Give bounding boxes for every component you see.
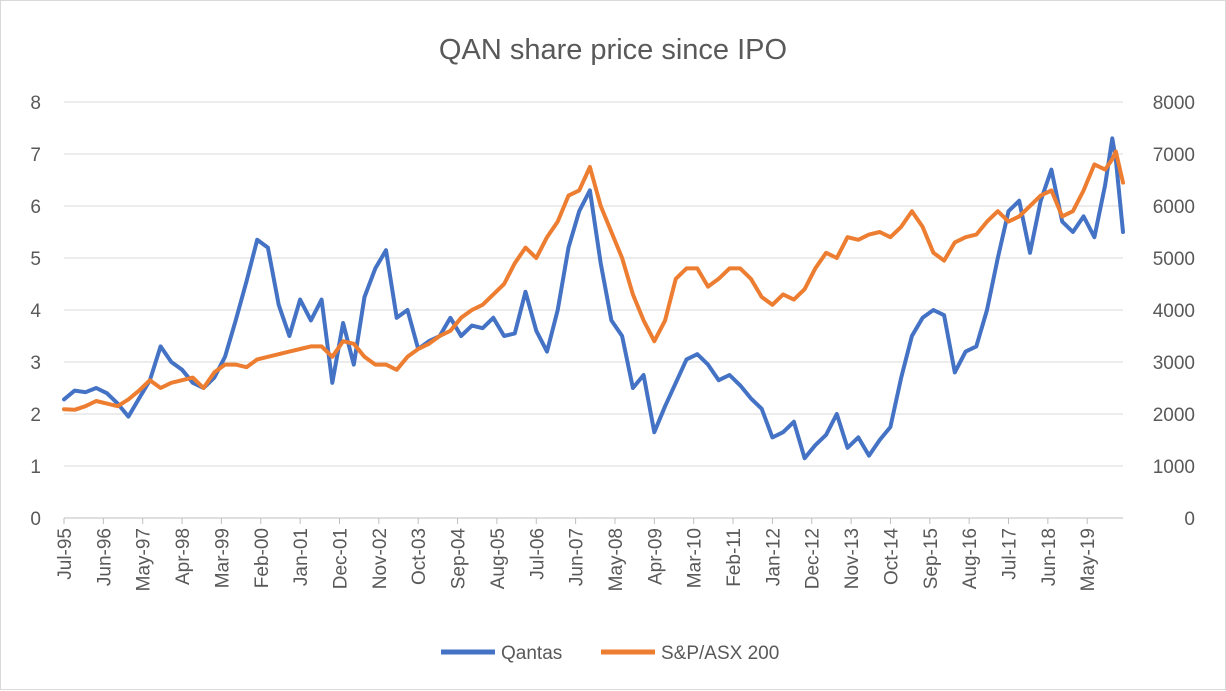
x-tick-label: May-08 xyxy=(606,528,627,591)
x-tick-label: Jul-95 xyxy=(55,528,76,580)
x-tick-label: Feb-00 xyxy=(252,528,273,588)
series-line-qantas xyxy=(62,136,1125,461)
x-tick-label: Apr-98 xyxy=(173,528,194,585)
x-tick-label: Oct-03 xyxy=(409,528,430,585)
x-tick-label: Nov-02 xyxy=(370,528,391,589)
x-tick-label: Jul-17 xyxy=(1000,528,1021,580)
right-tick-label: 6000 xyxy=(1153,197,1195,218)
x-tick-label: Feb-11 xyxy=(724,528,745,587)
left-tick-label: 5 xyxy=(30,249,41,270)
left-axis-ticks: 0 1 2 3 4 5 6 7 8 xyxy=(30,93,41,530)
gridlines xyxy=(64,101,1123,467)
left-tick-label: 0 xyxy=(30,509,41,530)
x-tick-label: Jun-96 xyxy=(94,528,115,586)
series-lines xyxy=(62,136,1125,461)
right-tick-label: 1000 xyxy=(1153,457,1195,478)
left-tick-label: 8 xyxy=(30,93,41,114)
x-tick-label: Dec-12 xyxy=(803,528,824,589)
right-tick-label: 8000 xyxy=(1153,93,1195,114)
legend-label-qantas: Qantas xyxy=(501,643,562,664)
left-tick-label: 7 xyxy=(30,145,41,166)
series-line-asx200 xyxy=(62,149,1125,412)
right-tick-label: 4000 xyxy=(1153,301,1195,322)
left-tick-label: 6 xyxy=(30,197,41,218)
x-tick-label: Nov-13 xyxy=(842,528,863,589)
x-axis: Jul-95 Jun-96 May-97 Apr-98 Mar-99 Feb-00 Jan-… xyxy=(55,517,1123,591)
left-tick-label: 1 xyxy=(30,457,41,478)
right-axis-ticks: 0 1000 2000 3000 4000 5000 6000 7000 8000 xyxy=(1153,93,1195,530)
x-tick-label: Jun-18 xyxy=(1039,528,1060,586)
right-tick-label: 3000 xyxy=(1153,353,1195,374)
right-tick-label: 0 xyxy=(1184,509,1195,530)
x-tick-label: Aug-05 xyxy=(488,528,509,589)
x-tick-label: Oct-14 xyxy=(881,528,902,585)
x-tick-label: Mar-99 xyxy=(212,528,233,588)
x-tick-label: Jul-06 xyxy=(527,528,548,580)
x-tick-label: Sep-04 xyxy=(449,528,470,590)
left-tick-label: 3 xyxy=(30,353,41,374)
x-tick-label: Mar-10 xyxy=(685,528,706,588)
x-tick-label: Jan-12 xyxy=(763,528,784,586)
x-tick-label: Dec-01 xyxy=(330,528,351,589)
right-tick-label: 7000 xyxy=(1153,145,1195,166)
right-tick-label: 2000 xyxy=(1153,405,1195,426)
x-tick-label: May-19 xyxy=(1078,528,1099,591)
x-tick-label: Jun-07 xyxy=(567,528,588,586)
legend-label-asx200: S&P/ASX 200 xyxy=(661,643,779,664)
left-tick-label: 2 xyxy=(30,405,41,426)
x-tick-label: Jan-01 xyxy=(291,528,312,586)
x-tick-label: Aug-16 xyxy=(960,528,981,589)
chart-title: QAN share price since IPO xyxy=(439,34,787,66)
left-tick-label: 4 xyxy=(30,301,41,322)
legend: Qantas S&P/ASX 200 xyxy=(441,643,779,664)
x-tick-label: May-97 xyxy=(134,528,155,591)
x-tick-label: Sep-15 xyxy=(921,528,942,589)
right-tick-label: 5000 xyxy=(1153,249,1195,270)
x-tick-label: Apr-09 xyxy=(645,528,666,585)
